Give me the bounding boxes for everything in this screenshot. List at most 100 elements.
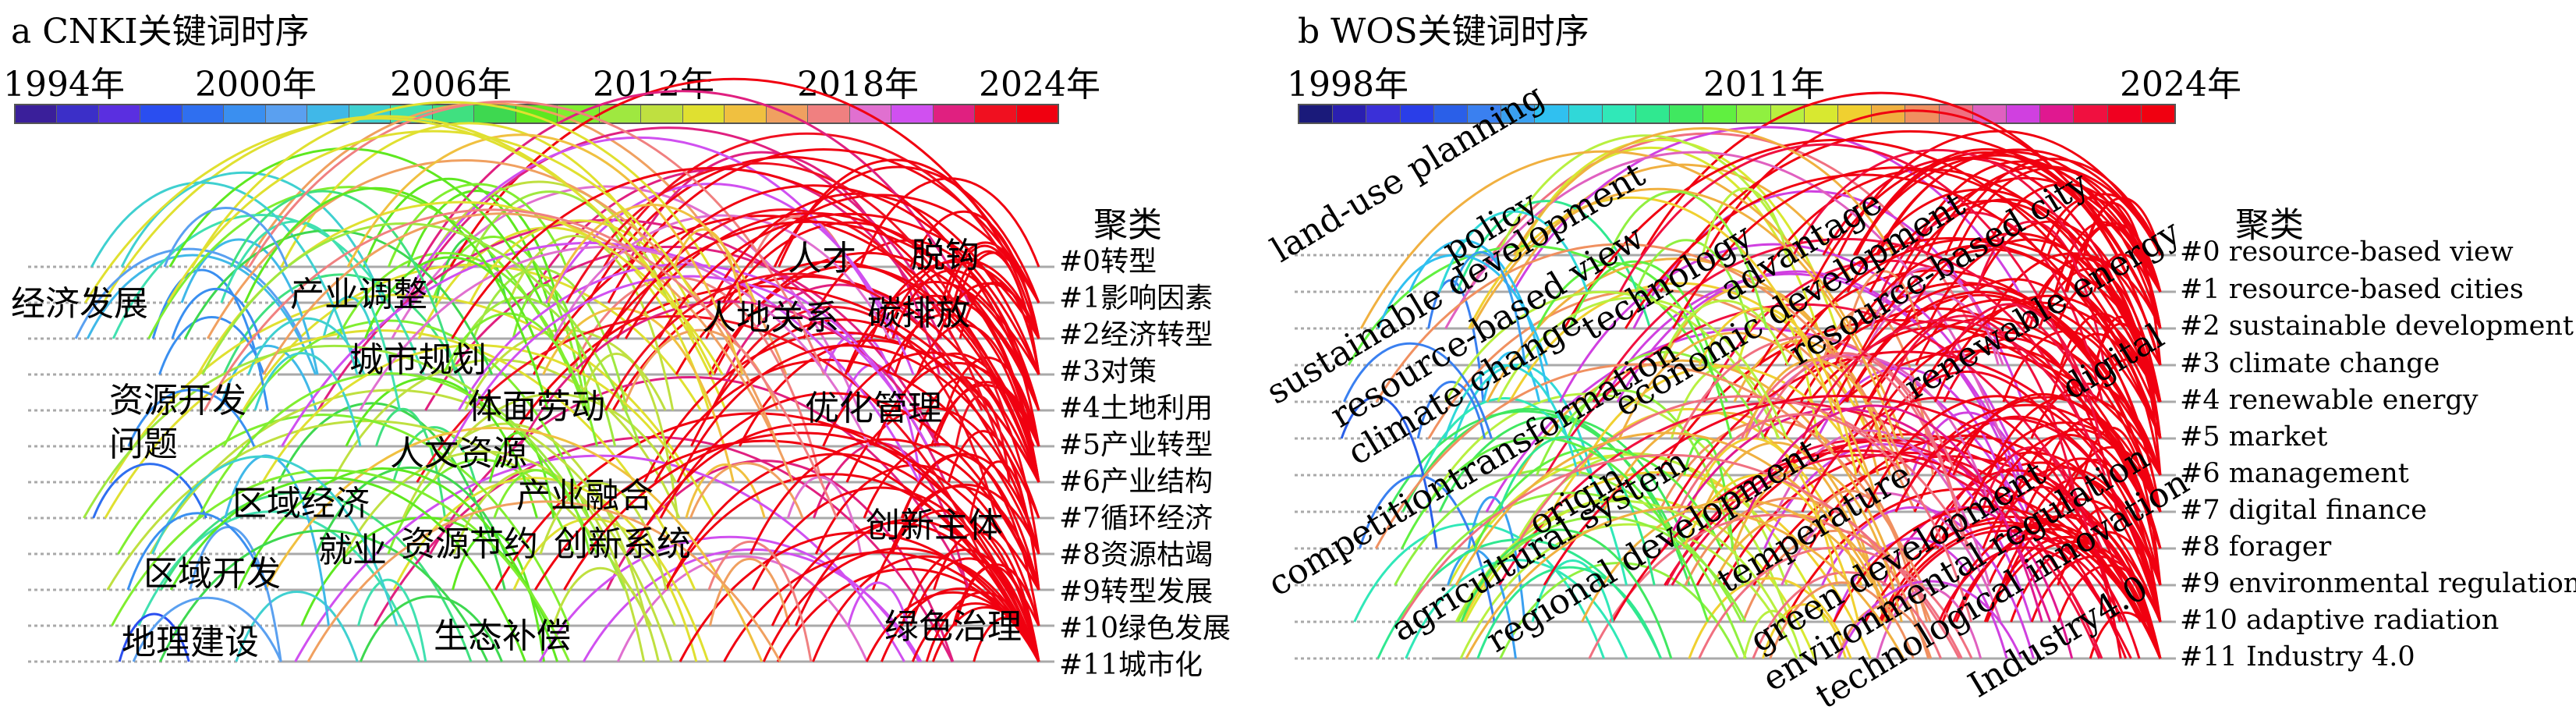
keyword-label: 绿色治理 [884, 607, 1022, 647]
cooccurrence-arc [392, 426, 477, 483]
cooccurrence-arc [416, 90, 970, 303]
cooccurrence-arc [464, 328, 667, 411]
cooccurrence-arc [1457, 516, 1747, 623]
cooccurrence-arc [1618, 332, 1882, 513]
keyword-label: 创新主体 [866, 506, 1003, 545]
cluster-label: #11城市化 [1059, 649, 1203, 681]
cooccurrence-arc [1512, 126, 1895, 256]
scale-swatch [1737, 105, 1771, 122]
cooccurrence-arc [707, 540, 813, 662]
cooccurrence-arc [191, 101, 711, 268]
cooccurrence-arc [1444, 151, 2003, 439]
cluster-label: #1影响因素 [1059, 282, 1214, 314]
cooccurrence-arc [1855, 147, 2162, 366]
cooccurrence-arc [723, 551, 1040, 662]
cooccurrence-arc [1476, 566, 1662, 659]
cooccurrence-arc [1455, 431, 1894, 623]
cooccurrence-arc [708, 558, 791, 626]
cooccurrence-arc [1399, 453, 1961, 659]
cooccurrence-arc [278, 402, 506, 591]
scale-swatch [1400, 105, 1434, 122]
keyword-label: 产业融合 [516, 476, 654, 516]
cooccurrence-arc [1866, 298, 2162, 439]
scale-swatch [474, 105, 516, 122]
scale-swatch [98, 105, 141, 122]
year-label: 1994年 [3, 65, 125, 105]
cluster-label: #9转型发展 [1059, 576, 1214, 608]
cooccurrence-arc [493, 469, 591, 555]
cooccurrence-arc [488, 431, 555, 519]
cooccurrence-arc [1531, 559, 1614, 623]
cooccurrence-arc [519, 300, 939, 447]
cooccurrence-arc [1952, 536, 2141, 659]
cooccurrence-arc [1470, 187, 1897, 439]
scale-swatch [1568, 105, 1603, 122]
cluster-label: #5 market [2180, 421, 2328, 453]
cooccurrence-arc [452, 531, 546, 662]
scale-swatch [57, 105, 99, 122]
cooccurrence-arc [1577, 365, 1868, 476]
cooccurrence-arc [169, 477, 526, 662]
cooccurrence-arc [954, 565, 1040, 662]
cooccurrence-arc [1607, 190, 1768, 329]
keyword-label: 人地关系 [702, 298, 839, 338]
cooccurrence-arc [578, 220, 1040, 375]
cooccurrence-arc [158, 316, 265, 375]
cooccurrence-arc [690, 318, 1040, 555]
cooccurrence-arc [1377, 254, 1549, 366]
cluster-label: #8资源枯竭 [1059, 539, 1214, 571]
cooccurrence-arc [127, 389, 256, 447]
scale-swatch [224, 105, 266, 122]
cooccurrence-arc [814, 463, 1040, 626]
cooccurrence-arc [512, 517, 698, 662]
cooccurrence-arc [306, 500, 781, 662]
cooccurrence-arc [822, 351, 1040, 447]
cooccurrence-arc [247, 317, 366, 375]
cluster-label: #4土地利用 [1059, 392, 1214, 424]
cooccurrence-arc [160, 491, 473, 662]
year-label: 2024年 [2120, 65, 2241, 105]
cluster-label: #6 management [2180, 458, 2409, 489]
cooccurrence-arc [604, 272, 983, 411]
cooccurrence-arc [237, 467, 559, 662]
cluster-label: #6产业结构 [1059, 466, 1214, 498]
cooccurrence-arc [1880, 211, 2104, 403]
cooccurrence-arc [1967, 421, 2162, 513]
cooccurrence-arc [253, 352, 362, 447]
cooccurrence-arc [1467, 132, 1973, 329]
year-label: 2006年 [390, 65, 512, 105]
cooccurrence-arc [1882, 506, 2074, 659]
cooccurrence-arc [1482, 351, 1541, 403]
cooccurrence-arc [1698, 546, 1973, 659]
cooccurrence-arc [1616, 270, 2030, 513]
scale-swatch [265, 105, 308, 122]
cooccurrence-arc [118, 612, 190, 662]
cooccurrence-arc [1747, 404, 2043, 623]
cluster-label: #8 forager [2180, 531, 2332, 563]
cooccurrence-arc [795, 518, 1040, 662]
cooccurrence-arc [533, 439, 1040, 662]
keyword-label: 问题 [109, 424, 178, 464]
cooccurrence-arc [931, 606, 1040, 662]
cooccurrence-arc [1988, 393, 2162, 476]
cooccurrence-arc [659, 392, 1040, 591]
cooccurrence-arc [466, 190, 634, 268]
cooccurrence-arc [442, 312, 599, 447]
cooccurrence-arc [605, 184, 1040, 375]
cooccurrence-arc [1703, 259, 2090, 439]
cooccurrence-arc [721, 193, 1040, 303]
cooccurrence-arc [1981, 446, 2093, 549]
cooccurrence-arc [689, 462, 804, 519]
scale-swatch [2040, 105, 2075, 122]
year-label: 2024年 [979, 65, 1100, 105]
cooccurrence-arc [120, 171, 384, 303]
cooccurrence-arc [538, 535, 920, 662]
cooccurrence-arc [243, 186, 550, 411]
cooccurrence-arc [542, 307, 735, 483]
cooccurrence-arc [1444, 364, 1579, 476]
cooccurrence-arc [891, 269, 1040, 447]
cooccurrence-arc [1340, 396, 1438, 549]
cooccurrence-arc [218, 344, 317, 411]
keyword-label: 资源节约 [401, 524, 538, 564]
cooccurrence-arc [1801, 396, 2121, 623]
